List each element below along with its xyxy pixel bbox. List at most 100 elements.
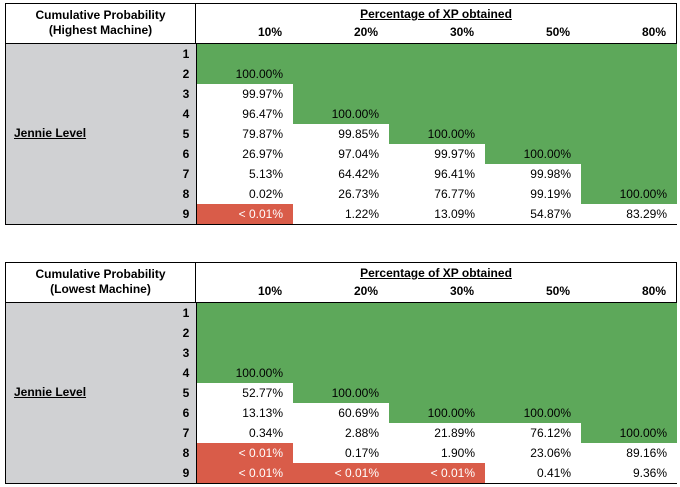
table-row: 6 13.13% 60.69% 100.00% 100.00% [6, 403, 677, 423]
table-corner-title: Cumulative Probability (Highest Machine) [5, 3, 195, 43]
level-label: 4 [176, 104, 196, 124]
table-cell: 89.16% [581, 443, 677, 463]
table-cell [197, 44, 293, 64]
table-cell [389, 104, 485, 124]
level-label: 8 [176, 443, 196, 463]
table-cell: 13.13% [197, 403, 293, 423]
table-cell: 96.47% [197, 104, 293, 124]
table-cell [389, 303, 485, 323]
table-cell: 1.22% [293, 204, 389, 224]
table-row: 7 5.13% 64.42% 96.41% 99.98% [6, 164, 677, 184]
table-cell [389, 323, 485, 343]
column-header: 80% [641, 284, 666, 298]
column-header: 80% [641, 25, 666, 39]
table-cell [197, 343, 293, 363]
table-cell: 100.00% [389, 124, 485, 144]
table-cell [581, 323, 677, 343]
table-cell: 0.41% [485, 463, 581, 483]
table-cell [581, 403, 677, 423]
table-cell: 0.02% [197, 184, 293, 204]
level-label: 9 [176, 204, 196, 224]
table-corner-title: Cumulative Probability (Lowest Machine) [5, 262, 195, 302]
table-cell: < 0.01% [197, 463, 293, 483]
table-cell [581, 84, 677, 104]
table-cell: 100.00% [293, 104, 389, 124]
table-row: 2 [6, 323, 677, 343]
table-row: 9 < 0.01% 1.22% 13.09% 54.87% 83.29% [6, 204, 677, 224]
table-cell: 100.00% [581, 184, 677, 204]
table-row: 7 0.34% 2.88% 21.89% 76.12% 100.00% [6, 423, 677, 443]
table-cell: < 0.01% [389, 463, 485, 483]
table-cell: 100.00% [389, 403, 485, 423]
table-cell: 97.04% [293, 144, 389, 164]
row-label: Jennie Level [14, 385, 87, 399]
table-cell [581, 104, 677, 124]
table-cell: 5.13% [197, 164, 293, 184]
table-cell: 9.36% [581, 463, 677, 483]
table-cell: 26.73% [293, 184, 389, 204]
table-cell: 64.42% [293, 164, 389, 184]
row-label: Jennie Level [14, 126, 87, 140]
level-label: 6 [176, 403, 196, 423]
table-row: 4 96.47% 100.00% [6, 104, 677, 124]
corner-line1: Cumulative Probability [35, 267, 166, 281]
table-cell: 0.34% [197, 423, 293, 443]
table-row: 9 < 0.01% < 0.01% < 0.01% 0.41% 9.36% [6, 463, 677, 483]
table-cell: 2.88% [293, 423, 389, 443]
table-row: 5 52.77% 100.00% [6, 383, 677, 403]
table-cell: 60.69% [293, 403, 389, 423]
level-label: 9 [176, 463, 196, 483]
level-label: 7 [176, 164, 196, 184]
table-cell [485, 383, 581, 403]
table-cell [581, 343, 677, 363]
table-cell [581, 124, 677, 144]
table-cell [485, 84, 581, 104]
column-header: 50% [545, 25, 570, 39]
table-cell [485, 104, 581, 124]
table-cell [581, 363, 677, 383]
level-label: 6 [176, 144, 196, 164]
table-cell: 100.00% [485, 403, 581, 423]
level-label: 5 [176, 124, 196, 144]
level-label: 3 [176, 343, 196, 363]
table-cell: < 0.01% [293, 463, 389, 483]
table-cell [485, 64, 581, 84]
column-header-area: Percentage of XP obtained 10% 20% 30% 50… [195, 262, 677, 302]
table-cell: 21.89% [389, 423, 485, 443]
table-cell: < 0.01% [197, 204, 293, 224]
level-label: 1 [176, 303, 196, 323]
table-cell [581, 383, 677, 403]
table-cell: 100.00% [293, 383, 389, 403]
table-body: Jennie Level 1 2 100.00% 3 99.97% 4 96.47% 100.… [5, 43, 677, 225]
table-cell [293, 303, 389, 323]
table-cell: 100.00% [581, 423, 677, 443]
table-cell: 100.00% [485, 144, 581, 164]
table-cell [581, 164, 677, 184]
table-row: 3 [6, 343, 677, 363]
table-cell: < 0.01% [197, 443, 293, 463]
table-cell [485, 303, 581, 323]
column-header: 30% [449, 25, 474, 39]
table-cell: 99.98% [485, 164, 581, 184]
table-cell: 100.00% [197, 363, 293, 383]
table-cell: 1.90% [389, 443, 485, 463]
probability-table-lowest: Cumulative Probability (Lowest Machine) … [5, 262, 677, 484]
table-cell [293, 343, 389, 363]
table-cell [293, 64, 389, 84]
level-label: 4 [176, 363, 196, 383]
table-cell: 99.97% [197, 84, 293, 104]
table-body: Jennie Level 1 2 3 4 100.00% 5 52.77% 100.00% 6 1… [5, 302, 677, 484]
table-cell: 100.00% [197, 64, 293, 84]
table-cell: 26.97% [197, 144, 293, 164]
table-row: 8 < 0.01% 0.17% 1.90% 23.06% 89.16% [6, 443, 677, 463]
table-cell [389, 84, 485, 104]
table-cell [293, 323, 389, 343]
table-cell: 76.12% [485, 423, 581, 443]
table-cell: 83.29% [581, 204, 677, 224]
table-cell [293, 44, 389, 64]
corner-line2: (Lowest Machine) [50, 282, 151, 296]
header-title: Percentage of XP obtained [360, 266, 512, 280]
level-label: 8 [176, 184, 196, 204]
table-cell [389, 383, 485, 403]
table-cell [293, 84, 389, 104]
